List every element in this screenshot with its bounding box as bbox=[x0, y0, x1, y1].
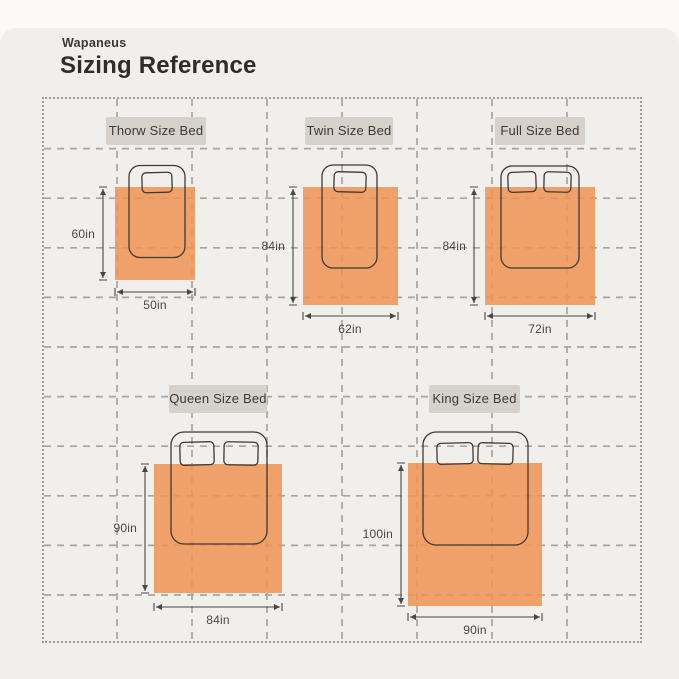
height-value-king: 100in bbox=[362, 527, 393, 541]
page-title: Sizing Reference bbox=[60, 52, 257, 79]
bed-size-label-twin: Twin Size Bed bbox=[305, 117, 393, 145]
height-value-throw: 60in bbox=[71, 227, 95, 241]
height-value-full: 84in bbox=[442, 239, 466, 253]
grid-panel bbox=[42, 97, 642, 643]
height-value-twin: 84in bbox=[261, 239, 285, 253]
width-value-full: 72in bbox=[528, 322, 552, 336]
blanket-overlay-full bbox=[485, 187, 595, 305]
blanket-overlay-throw bbox=[115, 187, 195, 280]
blanket-overlay-king bbox=[408, 463, 542, 606]
width-value-king: 90in bbox=[463, 623, 487, 637]
blanket-overlay-twin bbox=[303, 187, 398, 305]
bed-size-label-queen: Queen Size Bed bbox=[169, 385, 267, 413]
width-value-twin: 62in bbox=[338, 322, 362, 336]
brand-name: Wapaneus bbox=[62, 36, 127, 50]
blanket-overlay-queen bbox=[154, 464, 282, 593]
width-value-throw: 50in bbox=[143, 298, 167, 312]
height-value-queen: 90in bbox=[113, 521, 137, 535]
bed-size-label-king: King Size Bed bbox=[429, 385, 520, 413]
bed-size-label-throw: Thorw Size Bed bbox=[106, 117, 206, 145]
grid-lines bbox=[44, 99, 640, 641]
bed-size-label-full: Full Size Bed bbox=[495, 117, 585, 145]
width-value-queen: 84in bbox=[206, 613, 230, 627]
